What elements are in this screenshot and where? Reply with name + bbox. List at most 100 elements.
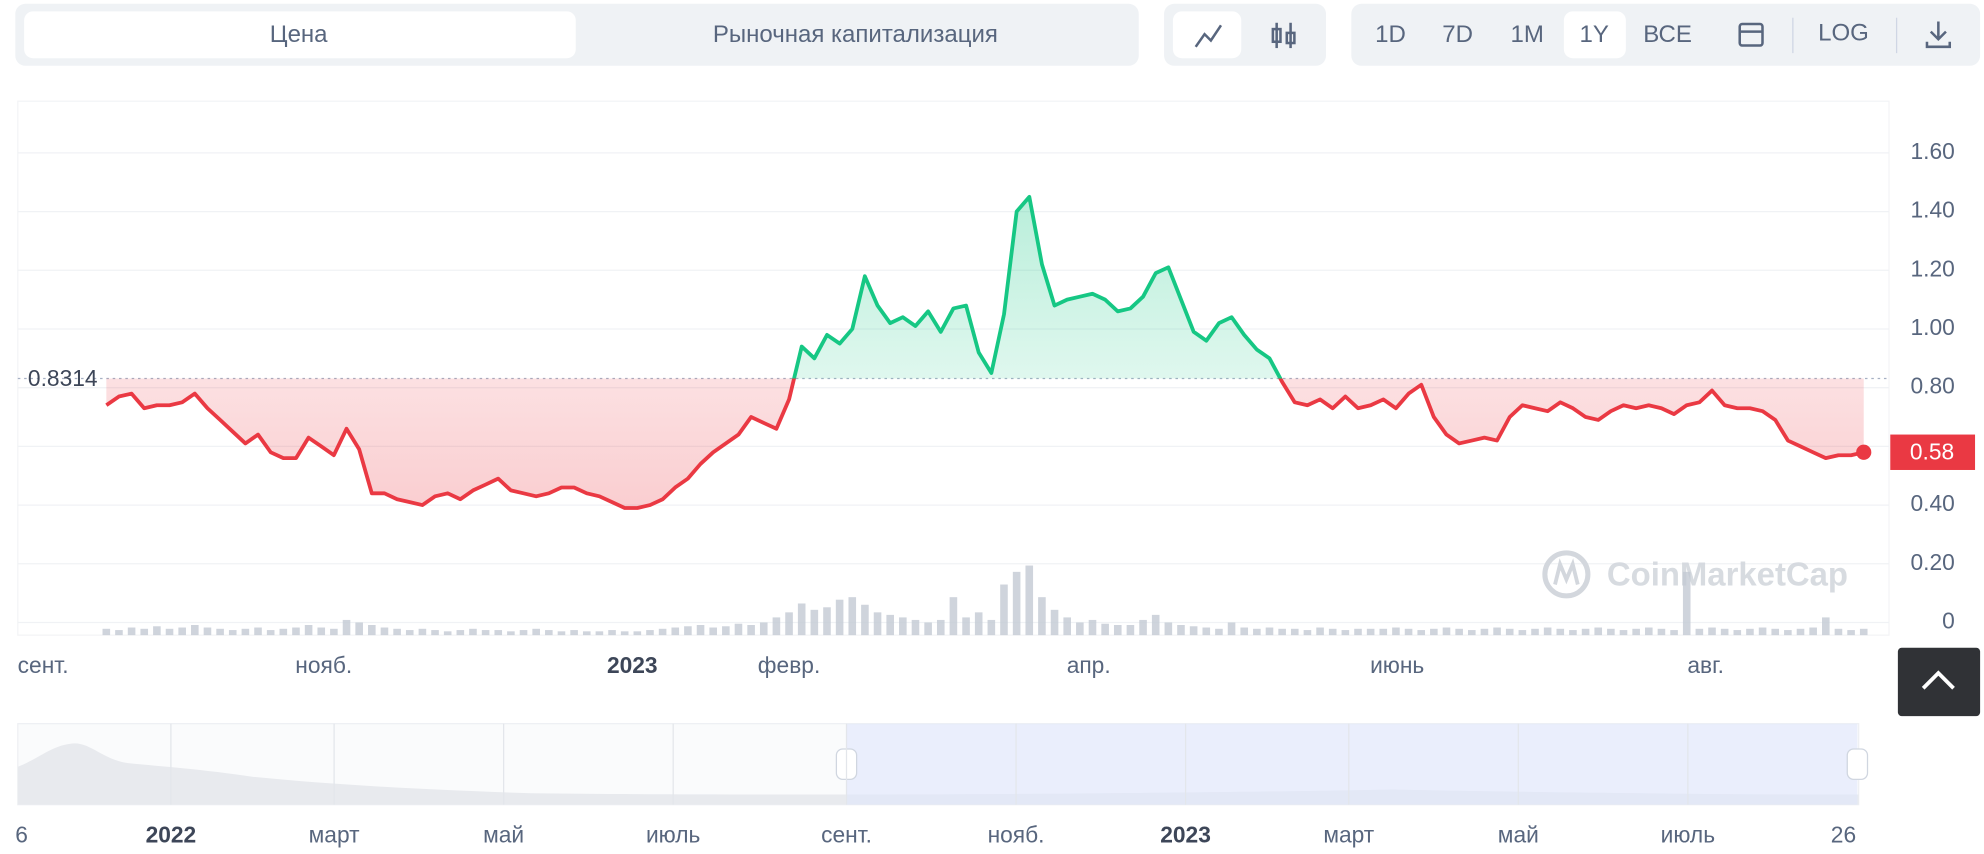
volume-bar	[962, 617, 970, 636]
volume-bar	[279, 628, 288, 636]
volume-bar	[646, 630, 654, 636]
volume-bar	[772, 617, 781, 636]
volume-bar	[469, 628, 477, 636]
volume-bar	[1733, 630, 1742, 636]
volume-bar	[557, 631, 566, 636]
volume-bar	[1076, 622, 1084, 636]
watermark-logo	[1542, 550, 1591, 599]
volume-bar	[620, 631, 629, 636]
volume-bar	[1771, 628, 1780, 636]
navigator-label: 2022	[146, 821, 197, 847]
volume-bar	[342, 619, 351, 636]
range-button[interactable]: 1M	[1510, 21, 1543, 48]
volume-bar	[595, 631, 604, 636]
navigator-label: март	[1323, 821, 1374, 847]
range-button[interactable]: ВСЕ	[1643, 21, 1692, 48]
volume-bar	[873, 612, 882, 636]
volume-bar	[1202, 627, 1211, 636]
range-button[interactable]: 7D	[1442, 21, 1473, 48]
volume-bar	[1493, 627, 1501, 636]
volume-bar	[380, 627, 389, 636]
navigator-label: сент.	[821, 821, 872, 847]
volume-bar	[1822, 617, 1830, 636]
navigator-label: 26	[1831, 821, 1856, 847]
x-tick-label: сент.	[18, 652, 69, 678]
volume-bar	[532, 628, 540, 636]
volume-bar	[304, 625, 313, 636]
volume-bar	[178, 627, 186, 636]
plot-frame	[17, 100, 1890, 636]
volume-bar	[1000, 584, 1008, 636]
current-price-label: 0.58	[1910, 439, 1954, 465]
volume-bar	[266, 630, 275, 636]
volume-bar	[405, 630, 414, 636]
volume-bar	[810, 609, 819, 636]
price-line-up	[792, 194, 1283, 379]
candle-icon[interactable]	[1271, 22, 1296, 49]
volume-bar	[418, 628, 427, 636]
volume-bar	[823, 607, 831, 636]
volume-bar	[254, 627, 262, 636]
current-price-box	[1890, 434, 1976, 470]
volume-bar	[545, 630, 553, 636]
last-point	[1856, 444, 1872, 460]
volume-bar	[1215, 628, 1223, 636]
volume-bar	[835, 599, 844, 636]
download-icon[interactable]	[1925, 21, 1952, 49]
volume-bar	[1430, 628, 1438, 636]
y-tick-label: 1.40	[1910, 197, 1954, 223]
volume-bar	[368, 625, 376, 636]
volume-bar	[1025, 565, 1034, 636]
volume-bar	[1708, 627, 1716, 636]
volume-bar	[1632, 628, 1640, 636]
volume-bar	[1442, 627, 1451, 636]
log-button[interactable]: LOG	[1818, 20, 1869, 47]
volume-bar	[1847, 630, 1855, 636]
volume-bar	[1253, 628, 1261, 636]
volume-bar	[1012, 571, 1021, 636]
range-group	[1351, 3, 1981, 66]
volume-bar	[1758, 627, 1767, 636]
chevron-icon	[1921, 670, 1955, 690]
price-line-down	[105, 378, 1865, 510]
volume-bar	[1594, 627, 1603, 636]
x-tick-label: июнь	[1370, 652, 1424, 678]
volume-bar	[507, 631, 515, 636]
volume-bar	[1581, 628, 1590, 636]
volume-bar	[1417, 630, 1426, 636]
range-button[interactable]: 1Y	[1580, 21, 1609, 48]
volume-bar	[1784, 630, 1792, 636]
volume-bar	[722, 626, 730, 636]
tab[interactable]: Цена	[270, 21, 328, 48]
navigator-handle[interactable]	[1846, 748, 1869, 780]
plot: 00.200.400.600.801.001.201.401.60сент.но…	[18, 138, 1976, 678]
tab-active[interactable]	[24, 11, 576, 59]
navigator-label: нояб.	[988, 821, 1045, 847]
volume-bar	[582, 631, 591, 636]
volume-bar	[191, 625, 199, 636]
line-button[interactable]	[1172, 11, 1242, 59]
volume-bar	[481, 630, 490, 636]
volume-bar	[949, 597, 958, 636]
volume-bar	[216, 628, 224, 636]
volume-bar	[658, 628, 667, 636]
volume-bar	[241, 628, 250, 636]
volume-bar	[797, 603, 806, 636]
range-active[interactable]	[1563, 11, 1626, 59]
y-tick-label: 1.60	[1910, 138, 1954, 164]
volume-bar	[747, 625, 755, 636]
volume-bar	[1518, 630, 1527, 636]
volume-bar	[1113, 625, 1122, 636]
range-button[interactable]: 1D	[1375, 21, 1406, 48]
volume-bar	[1278, 628, 1286, 636]
scroll-top-button[interactable]	[1897, 647, 1981, 717]
volume-bar	[759, 622, 768, 636]
tab[interactable]: Рыночная капитализация	[713, 21, 998, 48]
calendar-icon[interactable]	[1738, 22, 1764, 47]
volume-bar	[924, 622, 932, 636]
volume-bar	[1480, 628, 1489, 636]
y-tick-label: 0.20	[1910, 549, 1954, 575]
y-tick-label: 0.80	[1910, 373, 1954, 399]
volume-bar	[317, 627, 326, 636]
